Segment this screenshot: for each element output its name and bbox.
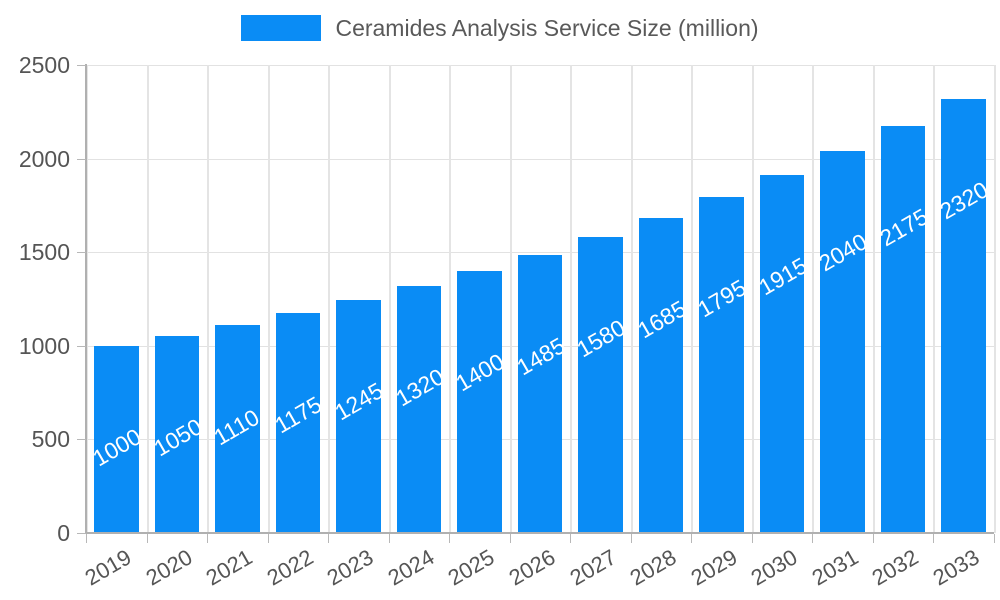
gridline-vertical bbox=[752, 65, 754, 533]
x-axis-label-2029: 2029 bbox=[686, 544, 742, 591]
x-axis-label-2023: 2023 bbox=[322, 544, 378, 591]
y-axis-tick bbox=[77, 159, 86, 160]
x-axis-tick bbox=[752, 534, 753, 543]
x-axis-tick bbox=[268, 534, 269, 543]
x-axis-label-2020: 2020 bbox=[141, 544, 197, 591]
x-axis-tick bbox=[147, 534, 148, 543]
y-axis-line bbox=[85, 64, 87, 534]
gridline-horizontal bbox=[86, 65, 994, 66]
y-axis-tick bbox=[77, 65, 86, 66]
gridline-vertical bbox=[207, 65, 209, 533]
x-axis-tick bbox=[691, 534, 692, 543]
gridline-vertical bbox=[570, 65, 572, 533]
x-axis-label-2021: 2021 bbox=[201, 544, 257, 591]
bar-2030[interactable] bbox=[759, 174, 805, 533]
x-axis-line bbox=[85, 532, 994, 534]
y-axis-tick bbox=[77, 533, 86, 534]
gridline-horizontal bbox=[86, 158, 994, 160]
gridline-vertical bbox=[510, 65, 512, 533]
x-axis-tick bbox=[449, 534, 450, 543]
bar-2023[interactable] bbox=[336, 299, 381, 533]
plot-area: 1000 1050 1110 1175 1245 1320 1400 1485 1580 1685… bbox=[86, 65, 996, 534]
y-axis-label-2000: 2000 bbox=[18, 145, 70, 172]
x-axis-label-2028: 2028 bbox=[625, 544, 681, 591]
x-axis-label-2033: 2033 bbox=[928, 544, 984, 591]
x-axis-tick bbox=[510, 534, 511, 543]
gridline-vertical bbox=[147, 65, 149, 533]
y-axis-tick bbox=[77, 252, 86, 253]
gridline-vertical bbox=[389, 65, 391, 533]
bar-2031[interactable] bbox=[820, 151, 865, 533]
gridline-vertical bbox=[873, 65, 875, 533]
x-axis-label-2032: 2032 bbox=[867, 544, 923, 591]
x-axis-label-2030: 2030 bbox=[746, 544, 802, 591]
gridline-vertical bbox=[994, 65, 996, 533]
x-axis-label-2024: 2024 bbox=[383, 544, 439, 591]
x-axis-tick bbox=[328, 534, 329, 543]
bar-2029[interactable] bbox=[699, 196, 744, 533]
gridline-vertical bbox=[268, 65, 270, 533]
bar-2027[interactable] bbox=[578, 237, 623, 533]
x-axis-tick bbox=[873, 534, 874, 543]
bar-2028[interactable] bbox=[638, 217, 684, 533]
bar-2025[interactable] bbox=[457, 270, 502, 533]
x-axis-tick bbox=[86, 534, 87, 543]
x-axis-label-2031: 2031 bbox=[807, 544, 863, 591]
gridline-horizontal bbox=[86, 252, 994, 254]
gridline-vertical bbox=[86, 65, 88, 533]
y-axis-label-1500: 1500 bbox=[18, 239, 70, 266]
bar-2024[interactable] bbox=[396, 285, 442, 533]
x-axis-label-2025: 2025 bbox=[444, 544, 499, 591]
x-axis-label-2027: 2027 bbox=[565, 544, 621, 591]
gridline-vertical bbox=[449, 65, 451, 533]
y-axis-label-500: 500 bbox=[31, 426, 70, 453]
x-axis-tick bbox=[389, 534, 390, 543]
x-axis-label-2022: 2022 bbox=[262, 544, 318, 591]
x-axis-tick bbox=[933, 534, 934, 543]
bar-2026[interactable] bbox=[517, 255, 563, 533]
y-axis-label-0: 0 bbox=[57, 520, 70, 546]
gridline-vertical bbox=[691, 65, 693, 533]
bar-2019[interactable] bbox=[94, 345, 139, 533]
y-axis-tick bbox=[77, 439, 86, 440]
gridline-vertical bbox=[328, 65, 330, 533]
x-axis-tick bbox=[994, 534, 995, 543]
x-axis-tick bbox=[570, 534, 571, 543]
gridline-vertical bbox=[631, 65, 633, 533]
chart-legend: Ceramides Analysis Service Size (million… bbox=[0, 0, 1000, 56]
bar-2021[interactable] bbox=[215, 325, 260, 533]
y-axis-tick bbox=[77, 346, 86, 347]
x-axis-label-2019: 2019 bbox=[80, 544, 136, 591]
bar-2020[interactable] bbox=[154, 336, 200, 533]
x-axis-label-2026: 2026 bbox=[504, 544, 560, 591]
bar-2022[interactable] bbox=[275, 313, 321, 533]
y-axis-label-2500: 2500 bbox=[18, 52, 70, 78]
y-axis-label-1000: 1000 bbox=[18, 332, 70, 359]
legend-label-series-0: Ceramides Analysis Service Size (million… bbox=[335, 14, 759, 41]
x-axis-tick bbox=[631, 534, 632, 543]
bar-2032[interactable] bbox=[880, 125, 926, 533]
x-axis-tick bbox=[812, 534, 813, 543]
legend-swatch-series-0[interactable] bbox=[241, 15, 322, 41]
x-axis-tick bbox=[207, 534, 208, 543]
gridline-vertical bbox=[812, 65, 814, 533]
bar-2033[interactable] bbox=[941, 98, 986, 533]
gridline-vertical bbox=[933, 65, 935, 533]
